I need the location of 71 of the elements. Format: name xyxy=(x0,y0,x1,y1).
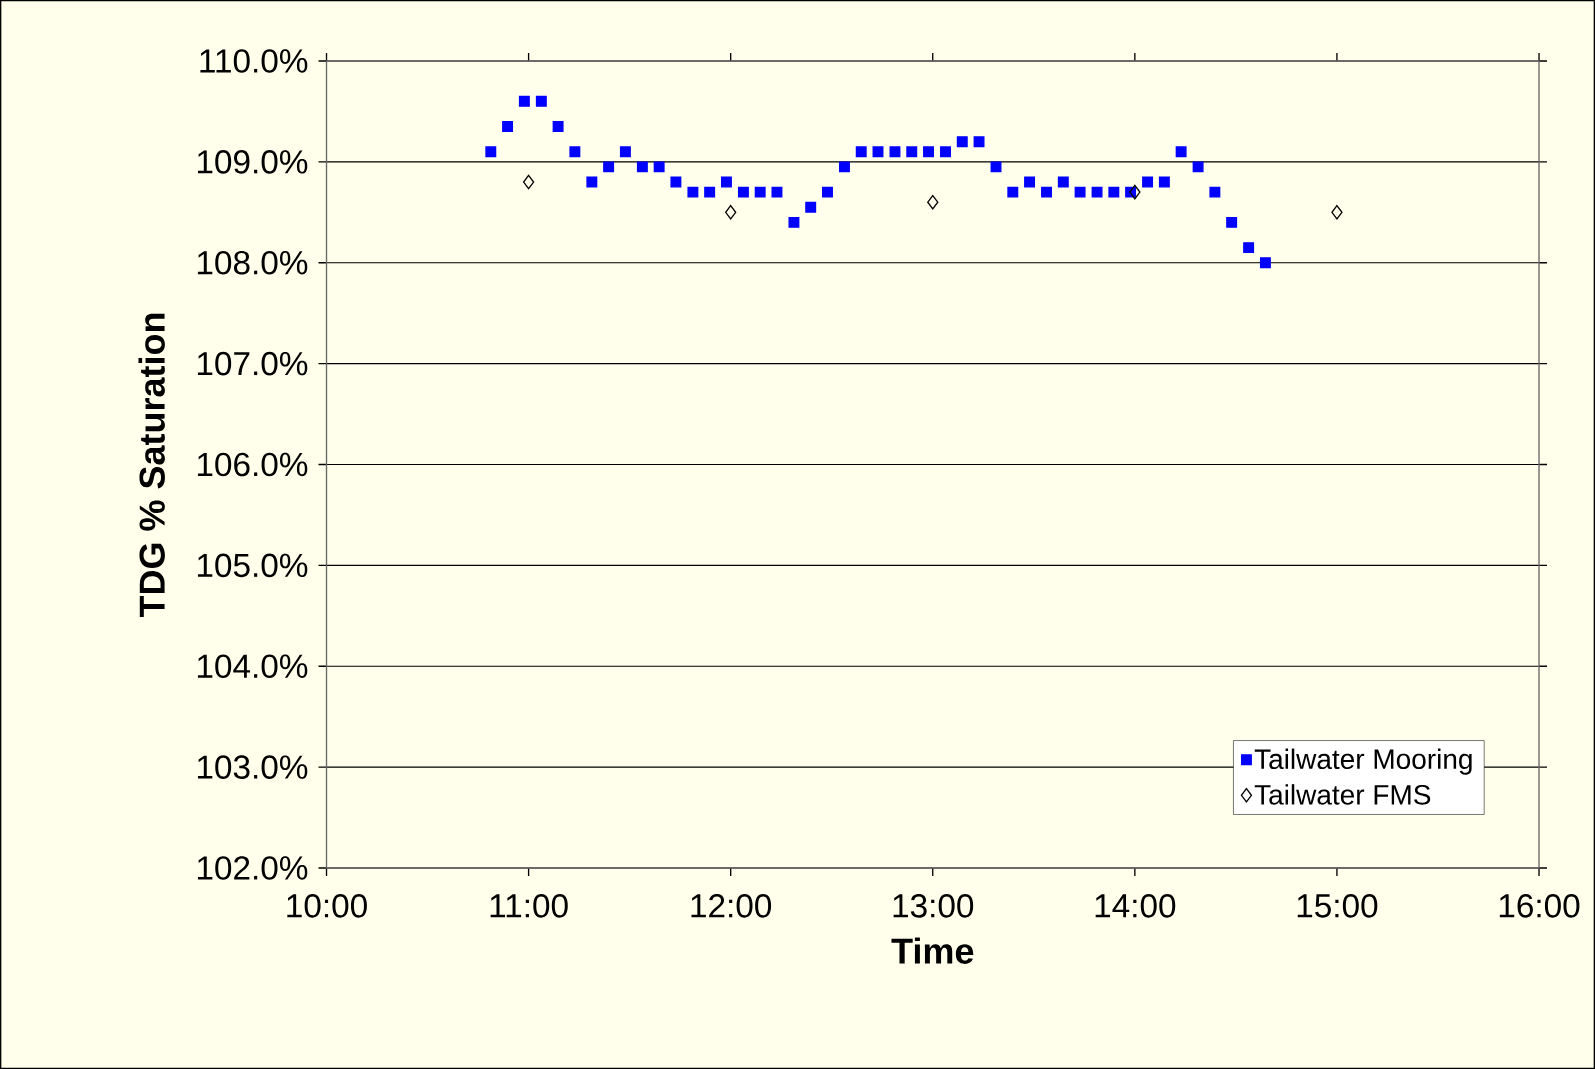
x-tick-label: 11:00 xyxy=(490,894,568,918)
point xyxy=(1175,146,1187,158)
x-tick-label: 15:00 xyxy=(1297,894,1378,918)
point xyxy=(1129,184,1141,200)
point xyxy=(1041,186,1053,198)
point xyxy=(1226,216,1238,228)
point xyxy=(725,204,737,220)
y-tick-label: 102.0% xyxy=(197,856,308,880)
y-tick-label: 110.0% xyxy=(200,49,308,73)
point xyxy=(569,146,581,158)
y-tick-label: 103.0% xyxy=(197,755,308,779)
point xyxy=(990,161,1002,173)
point xyxy=(822,186,833,198)
x-tick-label: 10:00 xyxy=(287,894,367,918)
point xyxy=(1331,204,1343,220)
point xyxy=(485,146,497,158)
point xyxy=(1024,176,1036,188)
y-tick-label: 108.0% xyxy=(197,250,308,275)
point xyxy=(720,176,732,188)
point xyxy=(872,146,884,158)
point xyxy=(687,186,699,198)
point xyxy=(1091,186,1103,198)
point xyxy=(619,146,631,158)
point xyxy=(552,121,564,133)
y-tick-label: 104.0% xyxy=(197,654,308,679)
point xyxy=(603,161,615,173)
point xyxy=(771,186,783,198)
point xyxy=(1074,186,1086,198)
point xyxy=(636,161,648,173)
point xyxy=(1057,176,1069,188)
point xyxy=(1243,242,1255,254)
legend-label: Tailwater Mooring xyxy=(1254,748,1472,775)
point xyxy=(1007,186,1019,198)
y-tick-label: 109.0% xyxy=(197,150,308,174)
point xyxy=(1192,161,1204,173)
point xyxy=(586,176,598,188)
x-tick-label: 16:00 xyxy=(1499,894,1580,918)
x-tick-label: 12:00 xyxy=(691,894,772,918)
point xyxy=(923,146,934,158)
point xyxy=(906,146,918,158)
point xyxy=(889,146,901,158)
legend-label: Tailwater FMS xyxy=(1254,784,1431,805)
point xyxy=(704,186,716,198)
point xyxy=(518,95,530,107)
point xyxy=(1108,186,1120,198)
point xyxy=(956,136,968,148)
point xyxy=(805,201,817,213)
point xyxy=(838,161,850,173)
point xyxy=(855,146,867,158)
point xyxy=(737,186,749,198)
point xyxy=(788,216,800,228)
point xyxy=(1209,186,1221,198)
point xyxy=(940,146,951,158)
point xyxy=(1142,176,1154,188)
point xyxy=(670,176,682,188)
point xyxy=(1158,176,1170,188)
y-tick-label: 106.0% xyxy=(197,452,308,477)
point xyxy=(522,174,535,190)
x-axis-title: Time xyxy=(891,937,974,964)
point xyxy=(754,186,766,198)
x-tick-label: 14:00 xyxy=(1095,894,1176,918)
point xyxy=(927,194,939,210)
y-tick-label: 107.0% xyxy=(197,351,308,376)
x-tick-label: 13:00 xyxy=(893,894,974,918)
point xyxy=(535,95,547,107)
y-axis-title: TDG % Saturation xyxy=(138,313,165,618)
y-tick-label: 105.0% xyxy=(197,553,308,578)
point xyxy=(502,121,514,133)
point xyxy=(653,161,665,173)
point xyxy=(973,136,985,148)
point xyxy=(1259,257,1271,269)
